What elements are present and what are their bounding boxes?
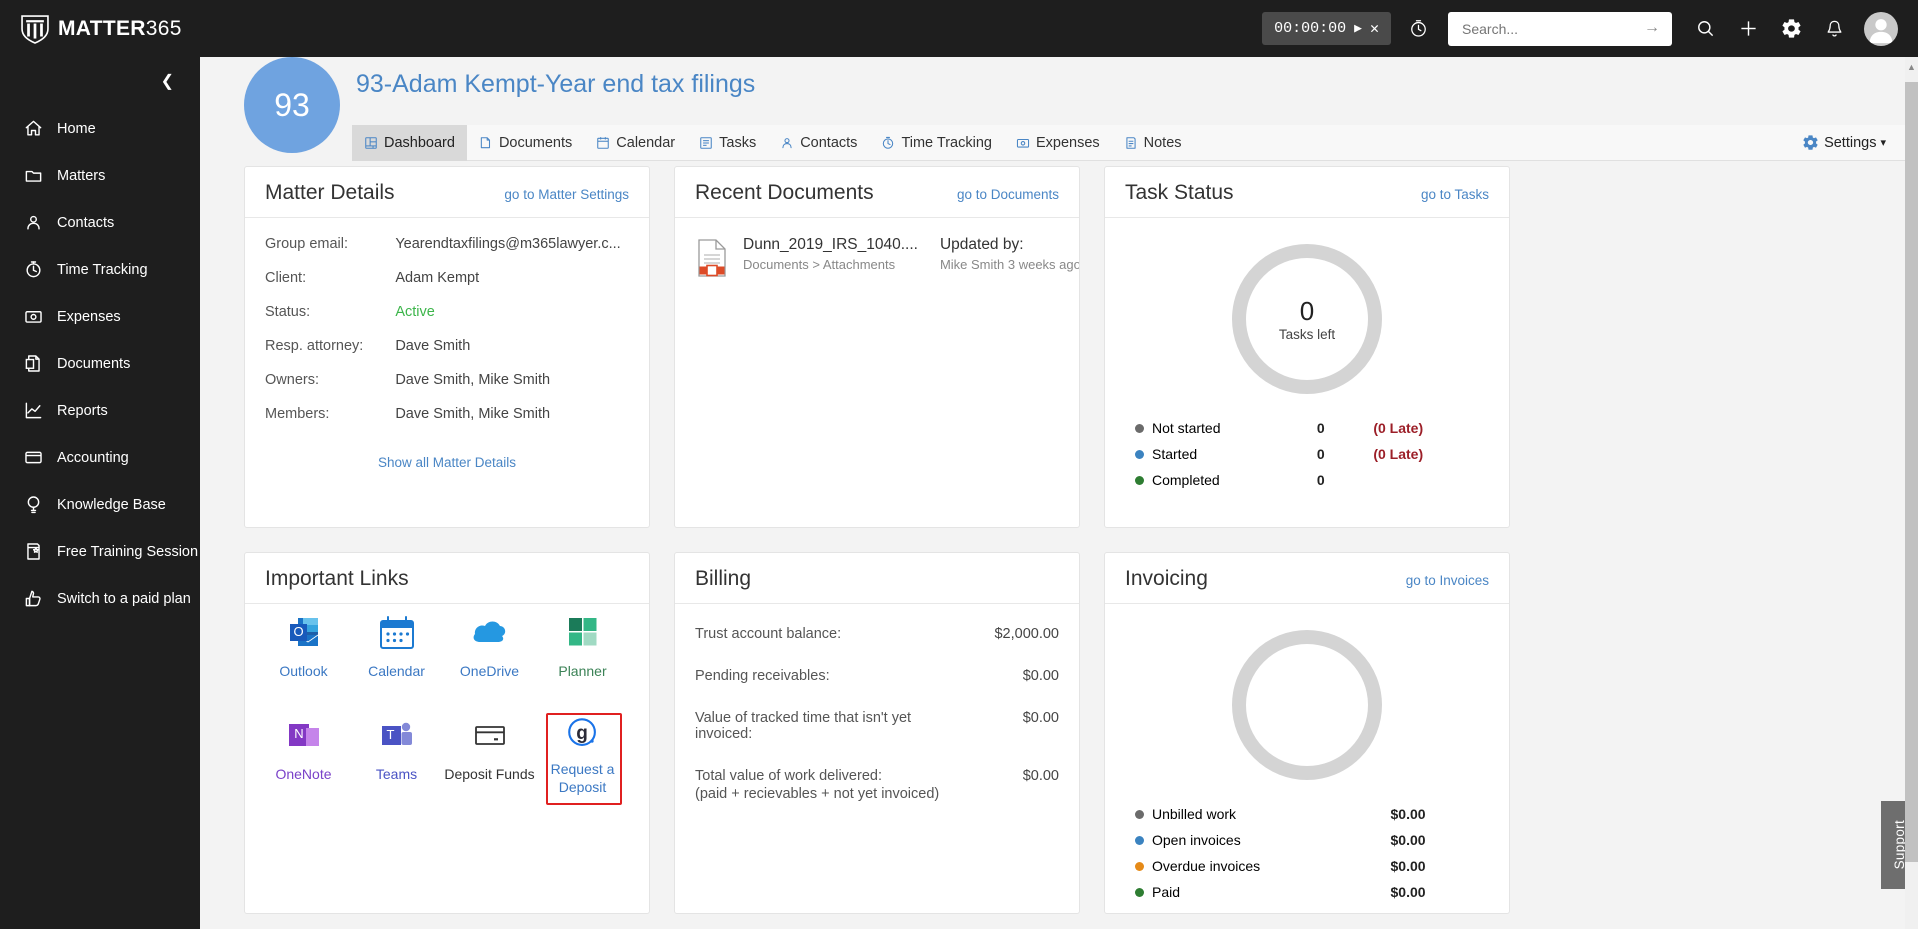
svg-text:N: N xyxy=(294,726,303,741)
svg-text:O: O xyxy=(293,624,303,639)
svg-text:T: T xyxy=(386,727,394,742)
